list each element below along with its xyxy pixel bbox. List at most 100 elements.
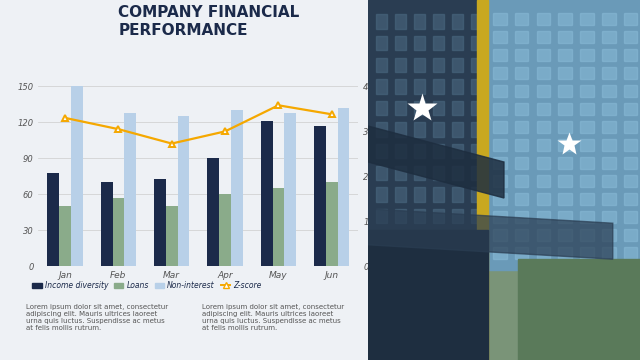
Bar bbox=[537, 49, 550, 61]
Bar bbox=[515, 247, 529, 259]
Bar bbox=[537, 13, 550, 25]
Bar bbox=[558, 139, 572, 151]
Bar bbox=[558, 247, 572, 259]
Bar bbox=[452, 58, 463, 72]
Bar bbox=[558, 67, 572, 79]
Bar bbox=[580, 103, 594, 115]
Bar bbox=[376, 187, 387, 202]
Bar bbox=[396, 58, 406, 72]
Bar bbox=[396, 14, 406, 29]
Bar bbox=[624, 157, 637, 169]
Bar bbox=[452, 209, 463, 223]
Bar bbox=[284, 113, 296, 266]
Bar bbox=[376, 101, 387, 115]
Bar bbox=[101, 183, 113, 266]
Bar bbox=[376, 144, 387, 158]
Bar bbox=[433, 101, 444, 115]
Bar bbox=[515, 67, 529, 79]
Bar bbox=[515, 31, 529, 43]
Bar bbox=[624, 175, 637, 187]
Bar bbox=[368, 230, 488, 360]
Bar bbox=[515, 13, 529, 25]
Bar bbox=[376, 122, 387, 137]
Bar bbox=[414, 101, 425, 115]
Bar bbox=[414, 14, 425, 29]
Bar bbox=[580, 193, 594, 205]
Bar bbox=[515, 103, 529, 115]
Bar bbox=[602, 247, 616, 259]
Bar bbox=[154, 179, 166, 266]
Bar bbox=[558, 157, 572, 169]
Bar bbox=[178, 116, 189, 266]
Bar bbox=[414, 58, 425, 72]
Polygon shape bbox=[368, 126, 504, 198]
Bar bbox=[624, 13, 637, 25]
Bar bbox=[493, 211, 507, 223]
Bar bbox=[368, 0, 640, 198]
Bar bbox=[396, 144, 406, 158]
Bar bbox=[515, 121, 529, 133]
Bar bbox=[515, 193, 529, 205]
Bar bbox=[414, 209, 425, 223]
Bar bbox=[537, 121, 550, 133]
Bar bbox=[624, 49, 637, 61]
Bar bbox=[396, 166, 406, 180]
Bar bbox=[537, 139, 550, 151]
Bar bbox=[493, 229, 507, 241]
Bar bbox=[452, 101, 463, 115]
Bar bbox=[493, 67, 507, 79]
Bar bbox=[452, 79, 463, 94]
Bar bbox=[602, 229, 616, 241]
Bar bbox=[477, 0, 488, 360]
Bar bbox=[471, 209, 483, 223]
Bar bbox=[580, 31, 594, 43]
Bar bbox=[515, 49, 529, 61]
Bar bbox=[537, 103, 550, 115]
Bar bbox=[558, 229, 572, 241]
Bar bbox=[537, 85, 550, 97]
Bar bbox=[602, 31, 616, 43]
Bar bbox=[580, 247, 594, 259]
Bar bbox=[113, 198, 124, 266]
Bar bbox=[396, 79, 406, 94]
Bar bbox=[537, 31, 550, 43]
Bar bbox=[580, 85, 594, 97]
Bar bbox=[338, 108, 349, 266]
Bar bbox=[602, 157, 616, 169]
Bar bbox=[433, 187, 444, 202]
Bar bbox=[602, 175, 616, 187]
Bar bbox=[624, 85, 637, 97]
Bar bbox=[376, 36, 387, 50]
Bar bbox=[558, 49, 572, 61]
Bar bbox=[261, 121, 273, 266]
Bar bbox=[314, 126, 326, 266]
Bar bbox=[537, 247, 550, 259]
Bar bbox=[624, 193, 637, 205]
Bar bbox=[537, 229, 550, 241]
Bar bbox=[580, 211, 594, 223]
Bar bbox=[396, 187, 406, 202]
Bar bbox=[376, 166, 387, 180]
Bar bbox=[580, 49, 594, 61]
Bar bbox=[602, 49, 616, 61]
Bar bbox=[471, 122, 483, 137]
Bar bbox=[376, 209, 387, 223]
Bar bbox=[624, 31, 637, 43]
Bar bbox=[433, 14, 444, 29]
Legend: Income diversity, Loans, Non-interest, Z-score: Income diversity, Loans, Non-interest, Z… bbox=[29, 278, 264, 293]
Bar bbox=[602, 85, 616, 97]
Bar bbox=[580, 175, 594, 187]
Bar bbox=[414, 166, 425, 180]
Bar bbox=[624, 247, 637, 259]
Bar bbox=[471, 101, 483, 115]
Bar bbox=[471, 79, 483, 94]
Bar bbox=[396, 36, 406, 50]
Bar bbox=[602, 121, 616, 133]
Bar bbox=[558, 211, 572, 223]
Bar bbox=[433, 79, 444, 94]
Bar bbox=[558, 85, 572, 97]
Bar bbox=[624, 103, 637, 115]
Bar bbox=[515, 139, 529, 151]
Text: Lorem ipsum dolor sit amet, consectetur
adipiscing elit. Mauris ultrices laoreet: Lorem ipsum dolor sit amet, consectetur … bbox=[26, 304, 168, 331]
Bar bbox=[493, 247, 507, 259]
